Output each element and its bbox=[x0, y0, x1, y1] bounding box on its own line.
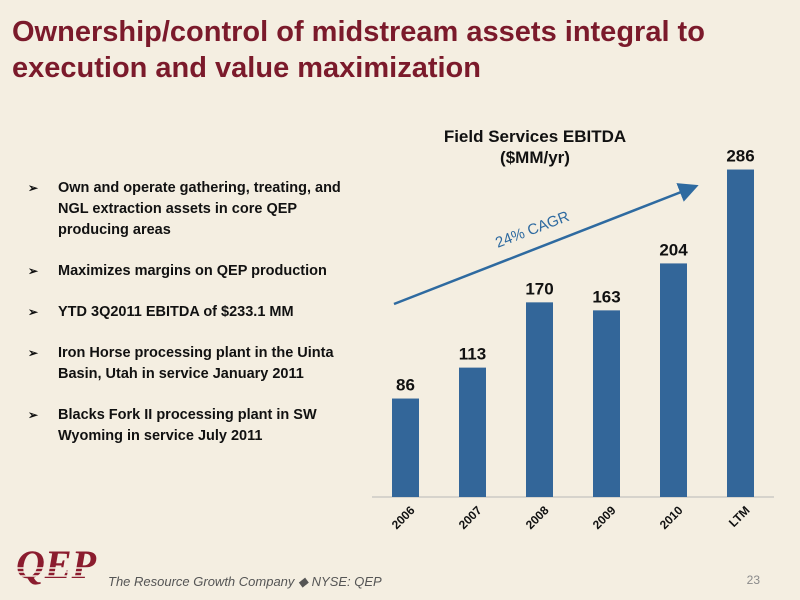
bullet-text: Blacks Fork II processing plant in SW Wy… bbox=[58, 407, 317, 444]
arrow-bullet-icon: ➢ bbox=[28, 346, 39, 360]
bullet-item: ➢ Iron Horse processing plant in the Uint… bbox=[28, 343, 358, 385]
cagr-arrow bbox=[393, 183, 699, 306]
bullet-text: Own and operate gathering, treating, and… bbox=[58, 180, 341, 238]
bullet-list: ➢ Own and operate gathering, treating, an… bbox=[28, 178, 358, 467]
x-tick-label: 2010 bbox=[657, 503, 686, 532]
bar bbox=[727, 169, 754, 497]
company-tagline: The Resource Growth Company ◆ NYSE: QEP bbox=[108, 574, 382, 589]
data-label: 113 bbox=[459, 345, 486, 364]
data-label: 204 bbox=[659, 240, 688, 259]
arrow-bullet-icon: ➢ bbox=[28, 181, 39, 195]
x-tick-label: 2009 bbox=[590, 503, 619, 532]
bullet-item: ➢ Blacks Fork II processing plant in SW W… bbox=[28, 405, 358, 447]
cagr-annotation: 24% CAGR bbox=[493, 208, 572, 252]
bar bbox=[392, 398, 419, 497]
arrow-bullet-icon: ➢ bbox=[28, 408, 39, 422]
chart-title: Field Services EBITDA bbox=[444, 127, 626, 146]
arrow-bullet-icon: ➢ bbox=[28, 264, 39, 278]
data-label: 286 bbox=[726, 147, 754, 166]
logo-text: QEP bbox=[16, 542, 97, 587]
bullet-item: ➢ Own and operate gathering, treating, an… bbox=[28, 178, 358, 241]
x-tick-label: LTM bbox=[726, 503, 753, 530]
bullet-text: YTD 3Q2011 EBITDA of $233.1 MM bbox=[58, 304, 294, 320]
arrow-bullet-icon: ➢ bbox=[28, 305, 39, 319]
qep-logo: QEP bbox=[14, 538, 106, 588]
x-tick-label: 2008 bbox=[523, 503, 552, 532]
data-label: 170 bbox=[525, 279, 553, 298]
x-tick-label: 2006 bbox=[389, 503, 418, 532]
x-tick-label: 2007 bbox=[456, 503, 485, 532]
data-label: 86 bbox=[396, 376, 415, 395]
bar bbox=[660, 263, 687, 497]
bar bbox=[593, 310, 620, 497]
bullet-item: ➢ Maximizes margins on QEP production bbox=[28, 261, 358, 282]
bullet-text: Maximizes margins on QEP production bbox=[58, 263, 327, 279]
bullet-item: ➢ YTD 3Q2011 EBITDA of $233.1 MM bbox=[28, 302, 358, 323]
chart-title: ($MM/yr) bbox=[500, 148, 570, 167]
bar bbox=[526, 302, 553, 497]
slide-title: Ownership/control of midstream assets in… bbox=[12, 16, 705, 84]
bullet-text: Iron Horse processing plant in the Uinta… bbox=[58, 345, 334, 382]
page-number: 23 bbox=[746, 573, 760, 587]
data-label: 163 bbox=[592, 287, 620, 306]
bar bbox=[459, 367, 486, 497]
